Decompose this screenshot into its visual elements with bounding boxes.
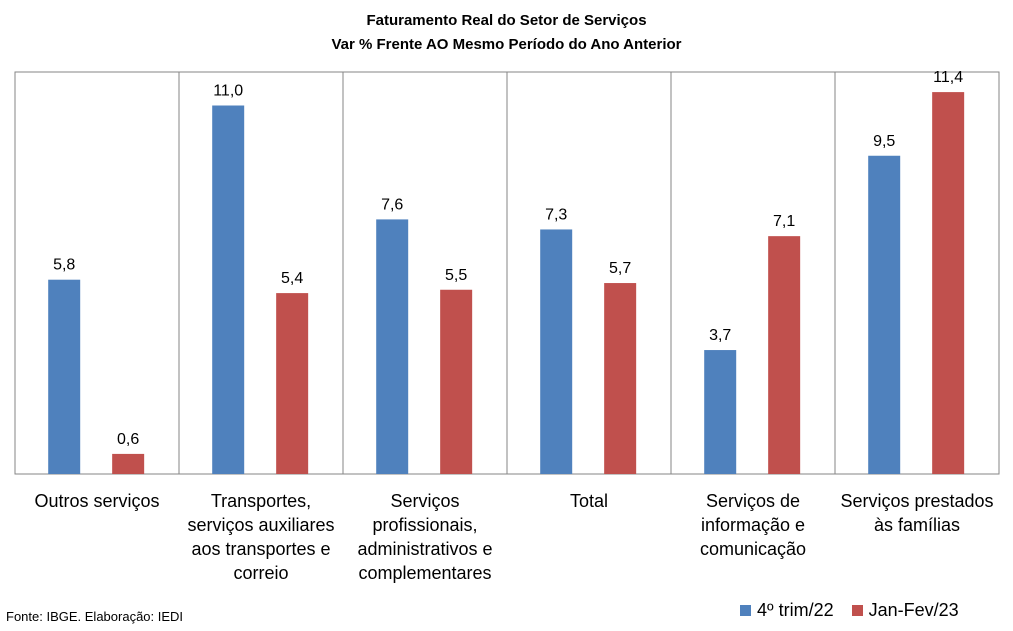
category-label-line: aos transportes e xyxy=(191,539,331,559)
category-label-1: Outros serviços xyxy=(15,489,179,513)
data-label-series-1-cat-3: 7,6 xyxy=(381,196,403,213)
category-label-line: serviços auxiliares xyxy=(187,515,335,535)
legend-label-series-1: 4º trim/22 xyxy=(757,600,834,620)
category-label-line: Outros serviços xyxy=(34,491,160,511)
source-note: Fonte: IBGE. Elaboração: IEDI xyxy=(6,609,184,624)
category-label-line: administrativos e xyxy=(357,539,493,559)
category-label-line: Total xyxy=(569,491,609,511)
chart-subtitle: Var % Frente AO Mesmo Período do Ano Ant… xyxy=(331,36,682,53)
category-label-line: Transportes, xyxy=(210,491,312,511)
category-label-line: profissionais, xyxy=(372,515,478,535)
data-label-series-1-cat-4: 7,3 xyxy=(545,206,567,223)
bar-series-2-cat-5 xyxy=(768,236,801,474)
bar-series-2-cat-6 xyxy=(932,92,965,474)
data-label-series-2-cat-4: 5,7 xyxy=(609,260,631,277)
bar-series-1-cat-3 xyxy=(376,219,409,474)
data-label-series-1-cat-1: 5,8 xyxy=(53,257,75,274)
bar-series-2-cat-2 xyxy=(276,293,309,474)
category-label-line: Serviços xyxy=(390,491,460,511)
category-label-3: Serviços profissionais, administrativos e c… xyxy=(343,489,507,585)
bar-series-1-cat-1 xyxy=(48,279,81,474)
data-label-series-2-cat-1: 0,6 xyxy=(117,431,139,448)
category-label-5: Serviços de informação e comunicação xyxy=(671,489,835,561)
chart-title: Faturamento Real do Setor de Serviços xyxy=(366,12,647,29)
category-label-line: Serviços de xyxy=(705,491,801,511)
bar-series-1-cat-4 xyxy=(540,229,573,474)
data-label-series-2-cat-2: 5,4 xyxy=(281,270,303,287)
bar-series-1-cat-5 xyxy=(704,350,737,474)
legend-item-series-1: 4º trim/22 xyxy=(740,600,834,621)
bar-series-2-cat-4 xyxy=(604,283,637,474)
category-label-6: Serviços prestados às famílias xyxy=(835,489,999,537)
data-label-series-2-cat-6: 11,4 xyxy=(933,69,963,86)
bar-series-1-cat-6 xyxy=(868,155,901,474)
legend-swatch-series-1 xyxy=(740,605,751,616)
category-label-line: Serviços prestados xyxy=(840,491,994,511)
category-label-4: Total xyxy=(507,489,671,513)
legend: 4º trim/22 Jan-Fev/23 xyxy=(740,600,977,621)
category-label-line: informação e xyxy=(700,515,806,535)
category-label-2: Transportes, serviços auxiliares aos trans… xyxy=(179,489,343,585)
data-label-series-1-cat-6: 9,5 xyxy=(873,133,895,150)
legend-item-series-2: Jan-Fev/23 xyxy=(851,600,959,621)
bar-series-1-cat-2 xyxy=(212,105,245,474)
category-label-line: complementares xyxy=(358,563,492,583)
data-label-series-1-cat-2: 11,0 xyxy=(213,83,243,100)
legend-label-series-2: Jan-Fev/23 xyxy=(868,600,959,620)
bar-series-2-cat-1 xyxy=(112,453,145,474)
category-label-line: comunicação xyxy=(699,539,807,559)
legend-swatch-series-2 xyxy=(851,605,863,616)
category-label-line: correio xyxy=(233,563,289,583)
bar-series-2-cat-3 xyxy=(440,289,473,474)
data-label-series-1-cat-5: 3,7 xyxy=(709,327,731,344)
category-label-line: às famílias xyxy=(873,515,961,535)
data-label-series-2-cat-3: 5,5 xyxy=(445,267,467,284)
data-label-series-2-cat-5: 7,1 xyxy=(773,213,795,230)
